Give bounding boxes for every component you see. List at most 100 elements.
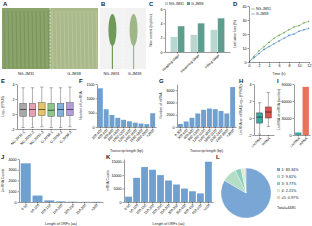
tick-label: 0-50 xyxy=(21,203,29,211)
panel: JLncRNA CountsLength of ORFs (aa)0100020… xyxy=(1,154,104,226)
panel-letter: E xyxy=(1,78,5,84)
tick-mark xyxy=(164,9,166,10)
tick: 20 xyxy=(243,33,250,37)
bar xyxy=(201,110,206,127)
tick-label: 10 xyxy=(243,47,247,51)
bar xyxy=(178,26,185,52)
plot: Wax content (mg/dm²)NG-JM31G-JM380246Hea… xyxy=(149,2,231,74)
whisker-cap xyxy=(31,87,34,88)
x-axis: 024681012 xyxy=(249,62,312,68)
plot: LncRNA vs mRNA (Log₁₀ (FPKM))-2024LncRNA… xyxy=(239,83,275,149)
x-title: Time (h) xyxy=(273,72,286,76)
bar xyxy=(189,191,196,202)
tick: Heading stage xyxy=(161,52,180,72)
whisker-cap xyxy=(21,87,24,88)
divider xyxy=(50,8,51,69)
panel-letter: F xyxy=(79,78,83,84)
legend-swatch xyxy=(277,196,280,199)
x-axis: LncRNAmRNA xyxy=(250,135,274,148)
axis-line xyxy=(20,202,104,203)
y-axis: 050001000015000 xyxy=(112,160,125,205)
legend-label: ≥5: 0.97% xyxy=(282,196,300,200)
marker xyxy=(283,32,285,34)
whisker xyxy=(23,116,24,127)
y-title: LncRNA Counts xyxy=(1,168,5,192)
stem xyxy=(133,44,134,69)
boxes xyxy=(20,87,73,128)
tick: 100-150 xyxy=(40,202,52,215)
tick: 30000 xyxy=(282,117,295,121)
whisker-cap xyxy=(40,126,43,127)
tick-label: 0 xyxy=(250,117,252,121)
tick: Flowering stage xyxy=(180,52,200,74)
tick-label: 250-300 xyxy=(75,203,87,215)
legend-label: 2: 9.61% xyxy=(282,175,298,179)
tick-mark xyxy=(96,113,98,114)
bar xyxy=(184,121,189,127)
tick-label: 2000 xyxy=(167,113,175,117)
y-title: Number of mRNA xyxy=(159,92,163,119)
tick: 0 xyxy=(13,113,18,117)
tick-label: 0 xyxy=(173,126,175,130)
axis-line xyxy=(249,7,250,63)
photo-label: NG-JM31 xyxy=(103,72,119,76)
legend-label: G-JM38 xyxy=(256,12,269,16)
marker xyxy=(268,42,270,44)
tick-mark xyxy=(248,62,250,63)
panel: ELog₁₀ (FPKM)-2024NG-JM31-1NG-JM31-2NG-J… xyxy=(1,78,77,146)
photo xyxy=(100,8,146,69)
stem xyxy=(16,11,17,69)
bar xyxy=(178,124,183,127)
tick-label: 30000 xyxy=(282,117,292,121)
marker xyxy=(298,25,300,27)
photo-panel: ANG-JM31G-JM38 xyxy=(2,1,98,76)
tick-mark xyxy=(16,129,18,130)
legend-label: 1: 83.34% xyxy=(282,168,300,172)
marker xyxy=(258,50,260,52)
tick-mark xyxy=(18,202,20,203)
tick: 0 xyxy=(161,51,166,55)
tick: 2 xyxy=(250,100,255,104)
bar xyxy=(149,170,156,202)
bar xyxy=(211,30,218,52)
bars xyxy=(295,87,309,135)
tick-label: mRNA xyxy=(298,136,309,147)
bar xyxy=(21,163,31,202)
tick-label: 450-500 xyxy=(191,203,203,215)
marker xyxy=(258,53,260,55)
whisker xyxy=(23,88,24,104)
bars xyxy=(171,18,225,52)
y-axis: -2024 xyxy=(248,83,254,138)
tick-mark xyxy=(123,202,125,203)
legend-label: NG-JM31 xyxy=(169,2,184,6)
tick-label: 2000 xyxy=(9,179,17,183)
median xyxy=(20,109,27,110)
axis-line xyxy=(177,85,178,128)
bar xyxy=(213,109,218,127)
tick-mark xyxy=(96,84,98,85)
bar xyxy=(150,113,155,127)
whisker xyxy=(69,87,70,103)
tick-label: 0 xyxy=(245,61,247,65)
y-axis: 050010001500 xyxy=(87,83,98,130)
tick-label: mRNA xyxy=(261,136,272,147)
whisker-cap xyxy=(59,87,62,88)
bar xyxy=(56,201,66,202)
tick: 0 xyxy=(93,126,98,130)
bar xyxy=(191,35,198,52)
marker xyxy=(293,33,295,35)
tick: 10 xyxy=(298,62,302,68)
stem xyxy=(4,11,5,69)
tick: 2000 xyxy=(167,113,178,117)
marker xyxy=(288,35,290,37)
panel: FNumber of LncRNATranscript length (bp)0… xyxy=(79,78,157,153)
plot: LncRNA vs mRNA (number)0300006000090000L… xyxy=(277,83,311,149)
plot: Log₁₀ (FPKM)-2024NG-JM31-1NG-JM31-2NG-JM… xyxy=(1,83,77,146)
stem xyxy=(80,11,81,69)
stem xyxy=(64,11,65,69)
legend-label: NG-JM31 xyxy=(256,7,271,11)
panel-letter: C xyxy=(149,1,154,7)
pie xyxy=(221,168,271,218)
tick: 2 xyxy=(161,36,166,40)
tick: 500 xyxy=(89,111,98,115)
